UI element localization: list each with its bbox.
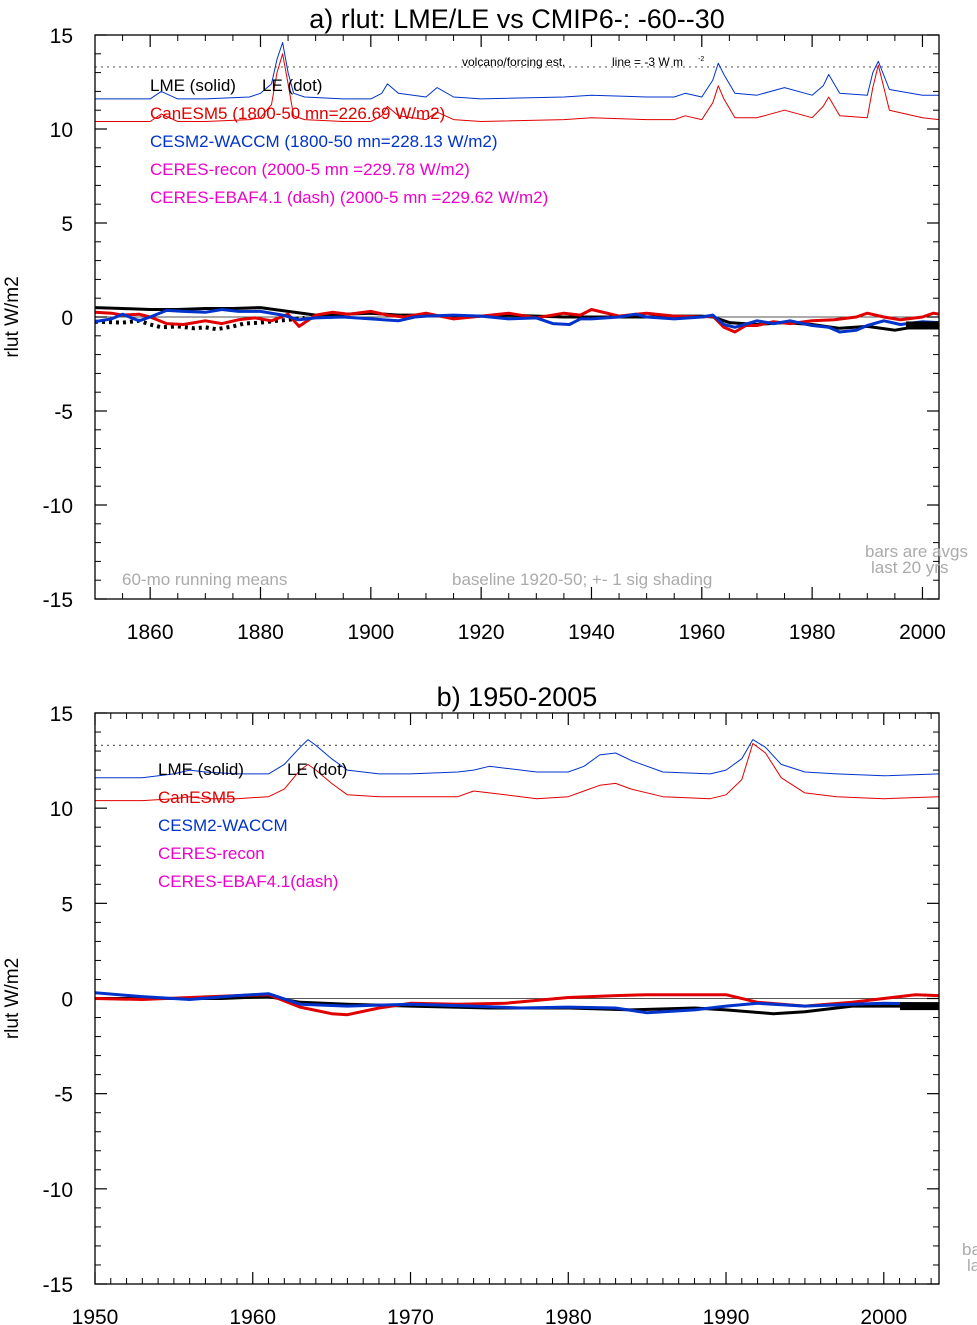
chart-title: b) 1950-2005 [437, 682, 598, 712]
x-tick-label: 1950 [72, 1306, 119, 1325]
y-tick-label: 5 [61, 893, 73, 916]
y-tick-label: -10 [43, 1179, 73, 1202]
legend-entry: CERES-recon (2000-5 mn =229.78 W/m2) [150, 160, 470, 179]
annotation: -2 [698, 56, 704, 63]
y-axis-label: rlut W/m2 [2, 958, 23, 1039]
x-tick-label: 2000 [860, 1306, 907, 1325]
y-tick-label: -10 [43, 495, 73, 518]
x-tick-label: 1980 [789, 621, 836, 644]
y-tick-label: 10 [50, 798, 73, 821]
legend-entry: CERES-EBAF4.1(dash) [158, 872, 338, 891]
y-tick-label: -5 [54, 1084, 73, 1107]
y-tick-label: 0 [61, 307, 73, 330]
legend-entry: CERES-EBAF4.1 (dash) (2000-5 mn =229.62 … [150, 188, 548, 207]
annotation: la [967, 1256, 977, 1275]
series-line-4 [95, 743, 939, 802]
last-20-yrs-bar [900, 1002, 939, 1011]
x-tick-label: 2000 [899, 621, 946, 644]
series-line-2 [95, 308, 939, 334]
legend-entry: CERES-recon [158, 844, 265, 863]
chart-a: a) rlut: LME/LE vs CMIP6-: -60--30 15 10 5 0… [2, 4, 968, 644]
last-20-yrs-bar [906, 321, 939, 330]
y-tick-label: 15 [50, 703, 73, 726]
legend-entry: CESM2-WACCM (1800-50 mn=228.13 W/m2) [150, 132, 498, 151]
series-line-3 [95, 739, 939, 779]
x-tick-label: 1960 [229, 1306, 276, 1325]
y-tick-label: -15 [43, 589, 73, 612]
x-tick-label: 1960 [678, 621, 725, 644]
annotation: ba [962, 1240, 977, 1259]
y-tick-label: 10 [50, 119, 73, 142]
x-tick-label: 1980 [545, 1306, 592, 1325]
y-tick-label: 15 [50, 25, 73, 48]
legend-entry: LE (dot) [287, 760, 347, 779]
annotation: line = -3 W m [612, 55, 683, 69]
x-tick-label: 1900 [347, 621, 394, 644]
plot-frame [94, 34, 940, 600]
y-axis-label: rlut W/m2 [2, 276, 23, 357]
x-tick-label: 1880 [237, 621, 284, 644]
legend-entry: CESM2-WACCM [158, 816, 288, 835]
annotation: volcano/forcing est. [462, 55, 565, 69]
chart-title: a) rlut: LME/LE vs CMIP6-: -60--30 [309, 4, 725, 34]
y-tick-label: 5 [61, 213, 73, 236]
series-line-5 [95, 53, 939, 122]
annotation: baseline 1920-50; +- 1 sig shading [452, 570, 712, 589]
y-tick-label: -15 [43, 1274, 73, 1297]
series-line-4 [95, 42, 939, 100]
legend-entry: LE (dot) [262, 76, 322, 95]
annotation: 60-mo running means [122, 570, 287, 589]
x-tick-label: 1990 [703, 1306, 750, 1325]
x-tick-label: 1940 [568, 621, 615, 644]
legend-entry: CanESM5 [158, 788, 235, 807]
x-tick-label: 1920 [458, 621, 505, 644]
legend-entry: LME (solid) [150, 76, 236, 95]
legend-entry: LME (solid) [158, 760, 244, 779]
series-line-3 [95, 308, 939, 334]
chart-b: b) 1950-2005 15 10 5 0 -5 -10 -15 1950 1960 1970 19… [2, 682, 977, 1325]
series-line-2 [95, 991, 939, 1015]
x-tick-label: 1970 [387, 1306, 434, 1325]
annotation: bars are avgs [865, 542, 968, 561]
plot-frame [94, 712, 940, 1285]
x-tick-label: 1860 [127, 621, 174, 644]
legend-entry: CanESM5 (1800-50 mn=226.69 W/m2) [150, 104, 445, 123]
annotation: last 20 yrs [871, 558, 948, 577]
y-tick-label: 0 [61, 989, 73, 1012]
y-tick-label: -5 [54, 401, 73, 424]
